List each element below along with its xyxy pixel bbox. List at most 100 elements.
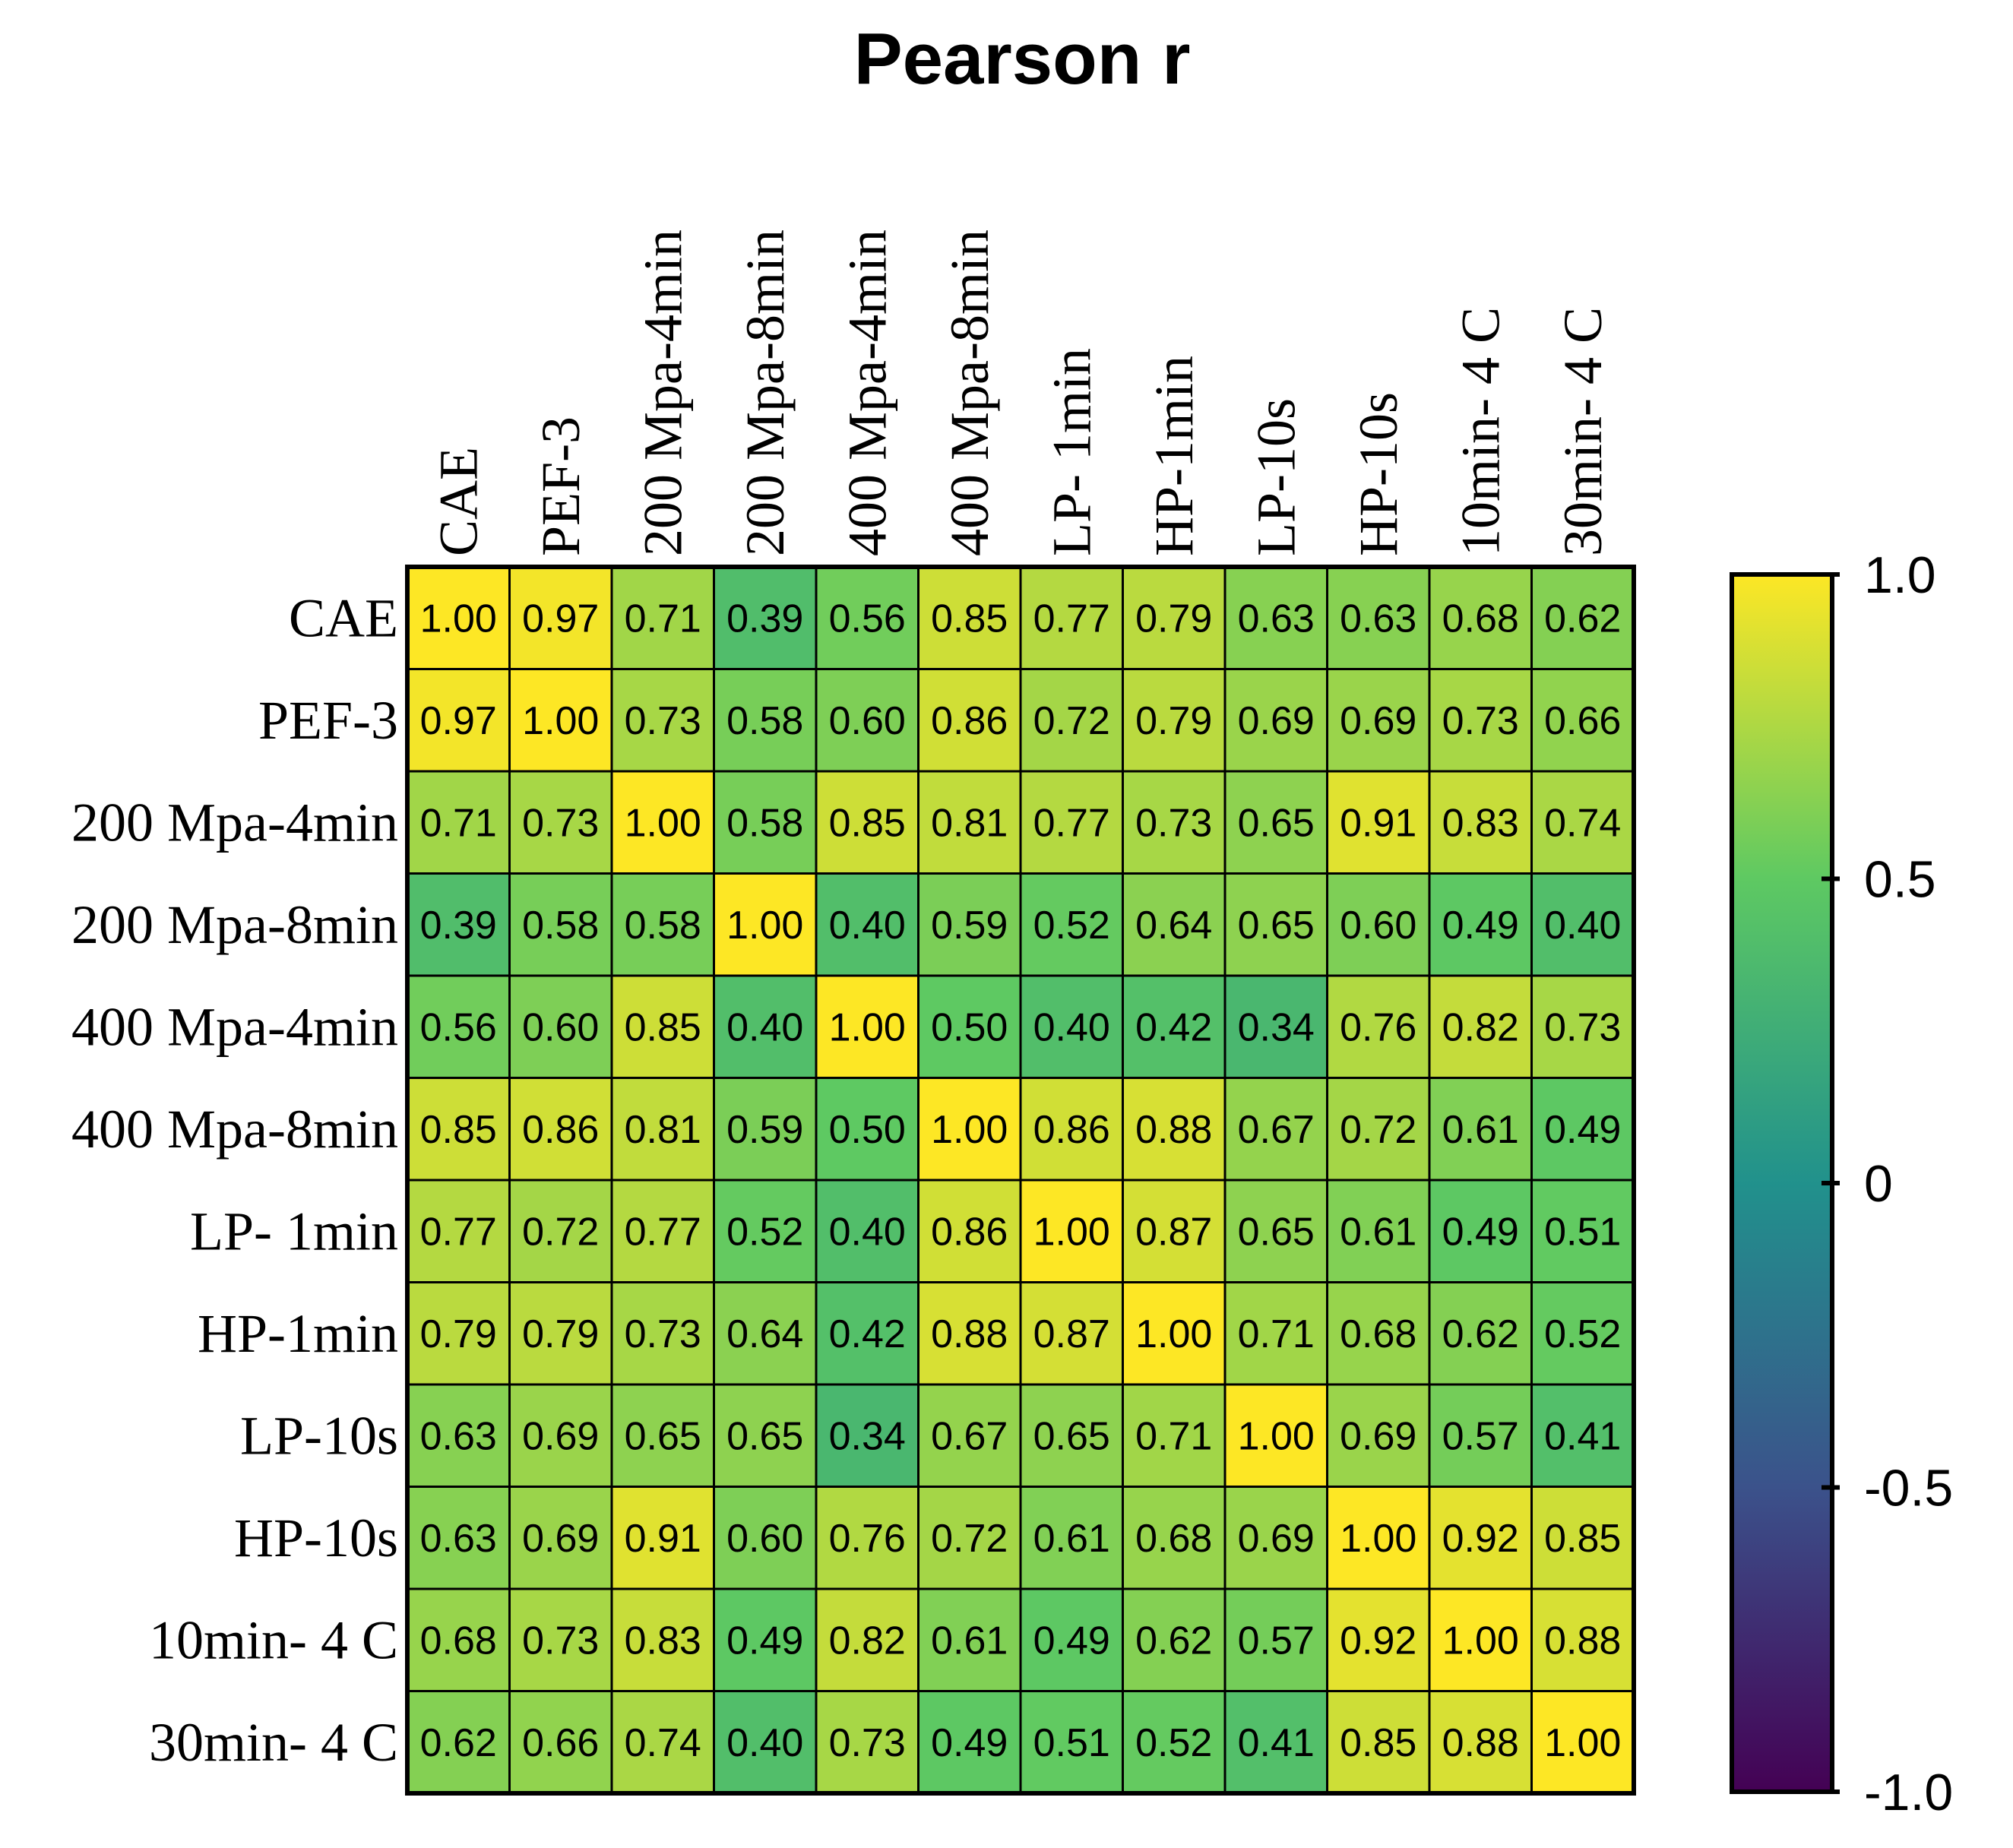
cell-value-label: 0.82 — [1442, 1005, 1519, 1049]
heatmap-cell — [1223, 1179, 1328, 1283]
cell-value-label: 0.60 — [829, 699, 906, 743]
heatmap-cell — [1019, 1486, 1124, 1590]
cell-value-label: 0.77 — [625, 1210, 701, 1254]
heatmap-cell — [1530, 1281, 1635, 1386]
cell-value-label: 0.63 — [1340, 596, 1416, 641]
cell-value-label: 0.52 — [726, 1210, 803, 1254]
cell-value-label: 0.52 — [1135, 1721, 1212, 1765]
cell-value-label: 0.58 — [726, 801, 803, 845]
row-label: 200 Mpa-4min — [71, 792, 398, 853]
cell-value-label: 1.00 — [420, 596, 497, 641]
cell-value-label: 0.92 — [1442, 1517, 1519, 1561]
heatmap-cell — [713, 668, 818, 773]
heatmap-frame — [405, 565, 1636, 1796]
cell-value-label: 0.85 — [625, 1005, 701, 1049]
cell-value-label: 0.91 — [1340, 801, 1416, 845]
heatmap-cell — [1530, 1383, 1635, 1488]
cell-value-label: 0.65 — [1238, 1210, 1315, 1254]
cell-value-label: 0.71 — [1135, 1414, 1212, 1458]
cell-value-label: 0.34 — [829, 1414, 906, 1458]
heatmap-cell — [610, 872, 715, 977]
row-label: 400 Mpa-8min — [71, 1099, 398, 1160]
cell-value-label: 1.00 — [1340, 1517, 1416, 1561]
heatmap-cell — [713, 770, 818, 875]
heatmap-cell — [1223, 1383, 1328, 1488]
heatmap-cell — [1326, 565, 1431, 670]
cell-value-label: 0.64 — [726, 1312, 803, 1356]
cell-value-label: 0.72 — [522, 1210, 599, 1254]
heatmap-cell — [815, 668, 919, 773]
cell-value-label: 0.39 — [726, 596, 803, 641]
heatmap-cell — [508, 974, 613, 1079]
cell-value-label: 0.60 — [726, 1517, 803, 1561]
heatmap-cell — [1326, 1179, 1431, 1283]
cell-value-label: 0.49 — [1544, 1108, 1621, 1152]
cell-value-label: 0.62 — [420, 1721, 497, 1765]
cell-value-label: 0.66 — [1544, 699, 1621, 743]
cell-value-label: 0.79 — [1135, 699, 1212, 743]
heatmap-cell — [406, 1077, 511, 1182]
column-label: LP- 1min — [1041, 348, 1102, 556]
cell-value-label: 0.58 — [522, 903, 599, 948]
heatmap-cell — [508, 1486, 613, 1590]
cell-value-label: 0.83 — [1442, 801, 1519, 845]
row-label: 200 Mpa-8min — [71, 894, 398, 955]
cell-value-label: 0.73 — [1135, 801, 1212, 845]
cell-value-label: 0.76 — [829, 1517, 906, 1561]
cell-value-label: 0.61 — [1033, 1517, 1110, 1561]
heatmap-cell — [1428, 872, 1533, 977]
cell-value-label: 0.65 — [625, 1414, 701, 1458]
cell-value-label: 0.58 — [625, 903, 701, 948]
heatmap-cell — [713, 1383, 818, 1488]
cell-value-label: 0.87 — [1135, 1210, 1212, 1254]
cell-value-label: 0.69 — [1238, 699, 1315, 743]
cell-value-label: 0.79 — [420, 1312, 497, 1356]
heatmap-cell — [1019, 1587, 1124, 1692]
cell-value-label: 0.86 — [931, 1210, 1008, 1254]
cell-value-label: 0.65 — [1238, 801, 1315, 845]
row-label: LP- 1min — [190, 1201, 398, 1261]
cell-value-label: 0.51 — [1544, 1210, 1621, 1254]
heatmap-cell — [713, 872, 818, 977]
cell-value-label: 0.50 — [931, 1005, 1008, 1049]
heatmap-cell — [917, 1690, 1022, 1795]
cell-value-label: 0.97 — [522, 596, 599, 641]
cell-value-label: 0.76 — [1340, 1005, 1416, 1049]
cell-value-label: 0.88 — [1135, 1108, 1212, 1152]
heatmap-cell — [1122, 1486, 1226, 1590]
cell-value-label: 0.59 — [931, 903, 1008, 948]
cell-value-label: 0.49 — [1442, 903, 1519, 948]
cell-value-label: 0.41 — [1238, 1721, 1315, 1765]
chart-title: Pearson r — [854, 18, 1191, 100]
cell-value-label: 0.62 — [1544, 596, 1621, 641]
heatmap-cell — [1428, 1281, 1533, 1386]
cell-value-label: 0.83 — [625, 1619, 701, 1663]
heatmap-cell — [406, 974, 511, 1079]
row-label: HP-1min — [198, 1303, 398, 1364]
cell-value-label: 0.59 — [726, 1108, 803, 1152]
heatmap-cell — [1223, 872, 1328, 977]
colorbar-tick-label: 0.5 — [1864, 851, 1936, 909]
cell-value-label: 0.85 — [931, 596, 1008, 641]
cell-value-label: 0.40 — [726, 1005, 803, 1049]
cell-value-label: 0.62 — [1442, 1312, 1519, 1356]
cell-value-label: 0.69 — [1340, 699, 1416, 743]
heatmap-cell — [1428, 974, 1533, 1079]
heatmap-cell — [815, 1486, 919, 1590]
cell-value-label: 0.60 — [522, 1005, 599, 1049]
heatmap-cell — [1530, 1486, 1635, 1590]
heatmap-cell — [713, 1281, 818, 1386]
cell-value-label: 1.00 — [1442, 1619, 1519, 1663]
cell-value-label: 0.86 — [1033, 1108, 1110, 1152]
cell-value-label: 0.69 — [522, 1517, 599, 1561]
cell-value-label: 0.87 — [1033, 1312, 1110, 1356]
heatmap-cell — [508, 1179, 613, 1283]
cell-value-label: 0.67 — [1238, 1108, 1315, 1152]
heatmap-cell — [610, 1281, 715, 1386]
row-label: 400 Mpa-4min — [71, 996, 398, 1057]
cell-value-label: 0.72 — [1340, 1108, 1416, 1152]
heatmap-cell — [1326, 1690, 1431, 1795]
colorbar-tick-label: 0 — [1864, 1155, 1893, 1213]
heatmap-cell — [1428, 1690, 1533, 1795]
heatmap-cell — [1428, 668, 1533, 773]
